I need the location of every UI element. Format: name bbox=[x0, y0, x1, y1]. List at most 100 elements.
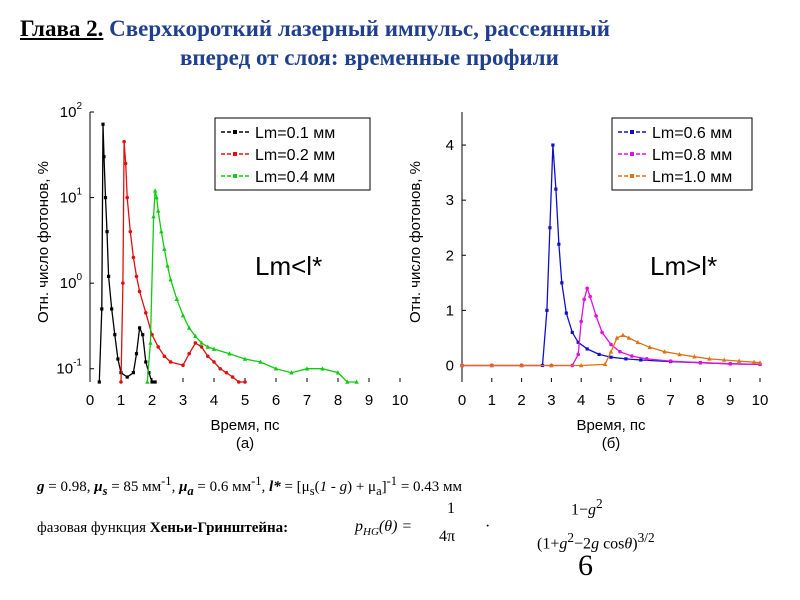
legend-marker bbox=[630, 152, 634, 156]
data-point bbox=[554, 187, 558, 191]
data-point bbox=[548, 226, 552, 230]
data-point bbox=[144, 360, 148, 364]
y-tick-label: 1 bbox=[446, 302, 454, 319]
legend-marker bbox=[233, 174, 237, 178]
data-point bbox=[122, 139, 126, 144]
data-point bbox=[304, 366, 310, 371]
data-point bbox=[125, 375, 129, 379]
data-point bbox=[193, 333, 198, 339]
title-line-2: вперед от слоя: временные профили bbox=[180, 45, 559, 70]
data-point bbox=[570, 330, 574, 335]
data-point bbox=[620, 332, 626, 337]
legend-marker bbox=[630, 130, 634, 134]
data-point bbox=[692, 354, 697, 359]
data-point bbox=[131, 255, 136, 260]
data-point bbox=[168, 360, 173, 364]
data-point bbox=[224, 370, 229, 375]
x-tick-label: 2 bbox=[517, 392, 525, 409]
data-point bbox=[707, 356, 712, 361]
legend-label: Lm=0.6 мм bbox=[652, 125, 732, 142]
data-point bbox=[141, 333, 145, 337]
series-line-3 bbox=[146, 190, 357, 383]
data-point bbox=[630, 354, 634, 358]
data-point bbox=[97, 380, 101, 384]
data-point bbox=[134, 352, 139, 356]
data-point bbox=[181, 363, 185, 368]
data-point bbox=[119, 380, 123, 384]
x-tick-label: 9 bbox=[726, 392, 734, 409]
phase-label: фазовая функция bbox=[37, 520, 147, 536]
chart-panel-1: 0 1 2 3 4 5 6 7 8 9 10 102 101 100 10-1 Время, пс(a) Отн… bbox=[35, 101, 408, 452]
data-point bbox=[162, 246, 167, 251]
data-point bbox=[128, 229, 133, 234]
data-point bbox=[602, 361, 608, 367]
data-point bbox=[138, 326, 142, 330]
data-point bbox=[549, 362, 554, 368]
title-line-1: Сверхкороткий лазерный импульс, рассеянн… bbox=[109, 16, 610, 41]
data-point bbox=[585, 286, 589, 291]
data-point bbox=[551, 143, 555, 147]
y-tick-label: 100 bbox=[60, 272, 83, 292]
x-tick-label: 4 bbox=[577, 392, 585, 409]
data-point bbox=[180, 312, 186, 318]
data-point bbox=[609, 342, 613, 347]
data-point bbox=[564, 311, 568, 315]
y-tick-label: 10-1 bbox=[56, 358, 82, 378]
data-point bbox=[162, 354, 167, 359]
data-point bbox=[354, 379, 359, 384]
series-line-1 bbox=[98, 124, 156, 383]
y-tick-label: 3 bbox=[446, 192, 454, 209]
data-point bbox=[639, 358, 643, 362]
x-tick-label: 6 bbox=[272, 392, 280, 409]
data-point bbox=[107, 274, 111, 278]
data-point bbox=[187, 325, 192, 330]
data-point bbox=[168, 277, 173, 282]
y-axis-label: Отн. число фотонов, % bbox=[407, 161, 424, 323]
data-point bbox=[557, 242, 561, 246]
data-point bbox=[144, 311, 148, 315]
phase-function-label: фазовая функция Хеньи-Гринштейна: bbox=[37, 520, 288, 537]
legend-marker bbox=[233, 152, 237, 156]
henyey-greenstein-formula: pHG(θ) = 1 4π · 1−g2 (1+g2−2g cosθ)3/2 bbox=[355, 496, 715, 556]
x-tick-label: 10 bbox=[392, 392, 409, 409]
data-point bbox=[609, 355, 613, 359]
data-point bbox=[105, 230, 109, 234]
data-point bbox=[751, 359, 757, 364]
formula-frac2-den: (1+g2−2g cosθ)3/2 bbox=[537, 530, 655, 553]
data-point bbox=[576, 340, 580, 344]
data-point bbox=[153, 380, 157, 384]
data-point bbox=[644, 357, 649, 361]
data-point bbox=[218, 366, 222, 371]
data-point bbox=[242, 356, 248, 361]
x-tick-label: 0 bbox=[458, 392, 466, 409]
data-point bbox=[614, 335, 620, 340]
chart-annotation: Lm<l* bbox=[255, 251, 322, 281]
data-point bbox=[212, 360, 216, 364]
data-point bbox=[728, 362, 732, 366]
data-point bbox=[582, 297, 586, 302]
legend-label: Lm=1.0 мм bbox=[652, 169, 732, 186]
data-point bbox=[320, 366, 325, 371]
data-point bbox=[335, 370, 341, 375]
data-point bbox=[698, 360, 703, 365]
x-tick-label: 2 bbox=[148, 392, 156, 409]
data-point bbox=[156, 345, 160, 349]
data-point bbox=[600, 330, 604, 335]
data-point bbox=[134, 274, 139, 279]
data-point bbox=[101, 122, 105, 126]
data-point bbox=[579, 362, 584, 368]
data-point bbox=[289, 370, 294, 375]
data-point bbox=[150, 380, 154, 384]
data-point bbox=[576, 352, 581, 357]
data-point bbox=[151, 214, 156, 219]
chart-panel-2: 0 1 2 3 4 5 6 7 8 9 10 0 1 2 3 4 Время, пс(б) Отн. число … bbox=[407, 112, 768, 452]
data-point bbox=[560, 281, 564, 285]
data-point bbox=[585, 347, 589, 351]
x-tick-label: 10 bbox=[752, 392, 769, 409]
data-point bbox=[757, 360, 763, 365]
data-point bbox=[489, 362, 494, 368]
panel-label: (a) bbox=[236, 435, 254, 452]
data-point bbox=[103, 195, 108, 200]
x-axis-label: Время, пс bbox=[576, 417, 646, 434]
data-point bbox=[147, 371, 151, 375]
